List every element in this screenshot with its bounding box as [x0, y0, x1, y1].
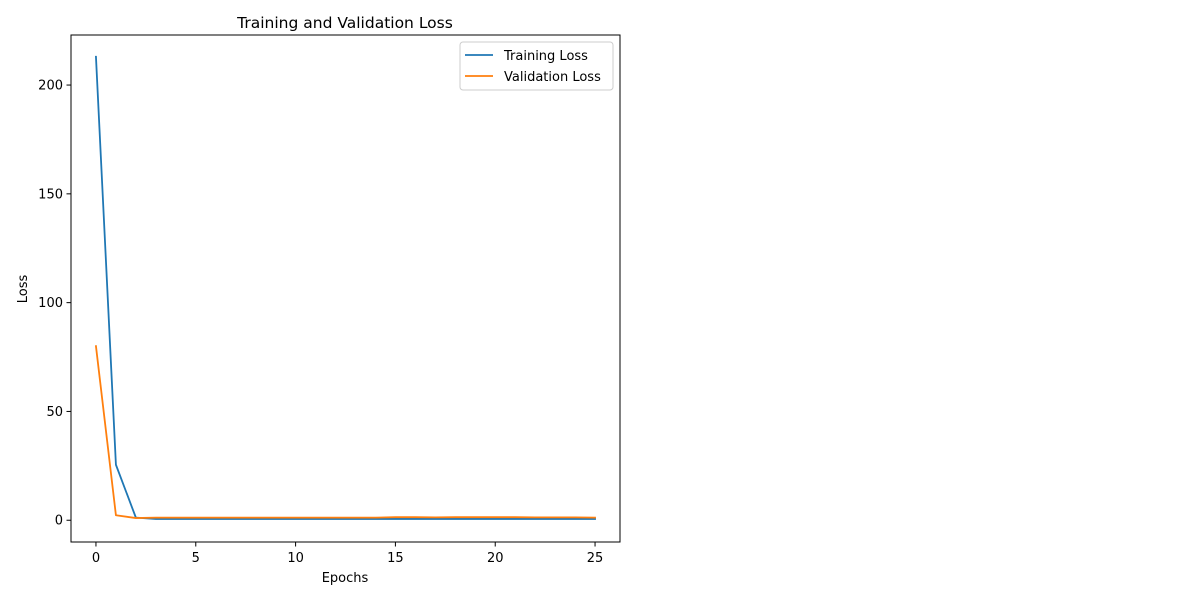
- y-tick-label: 50: [46, 405, 63, 420]
- x-axis-ticks: 0 5 10 15 20 25: [92, 542, 604, 566]
- axes-frame: [70, 34, 621, 543]
- chart-title: Training and Validation Loss: [236, 14, 453, 32]
- y-tick-label: 150: [38, 187, 63, 202]
- x-tick-label: 20: [487, 551, 504, 566]
- y-tick-label: 0: [55, 514, 63, 529]
- legend-label: Training Loss: [503, 49, 588, 64]
- legend: Training Loss Validation Loss: [459, 41, 614, 91]
- x-tick-label: 10: [287, 551, 304, 566]
- x-tick-label: 5: [192, 551, 200, 566]
- y-tick-label: 200: [38, 79, 63, 94]
- legend-box: [459, 41, 614, 91]
- x-axis-label: Epochs: [322, 571, 369, 586]
- x-tick-label: 15: [387, 551, 404, 566]
- x-tick-label: 0: [92, 551, 100, 566]
- series-layer: [94, 55, 596, 520]
- series-line-training-loss: [95, 55, 596, 520]
- series-line-validation-loss: [94, 345, 596, 519]
- y-tick-label: 100: [38, 296, 63, 311]
- y-axis-ticks: 0 50 100 150 200: [38, 79, 71, 529]
- x-tick-label: 25: [587, 551, 604, 566]
- y-axis-label: Loss: [16, 275, 31, 304]
- legend-label: Validation Loss: [504, 70, 601, 85]
- plot-area: 0 5 10 15 20 25 0 50 100 150 200: [38, 34, 621, 566]
